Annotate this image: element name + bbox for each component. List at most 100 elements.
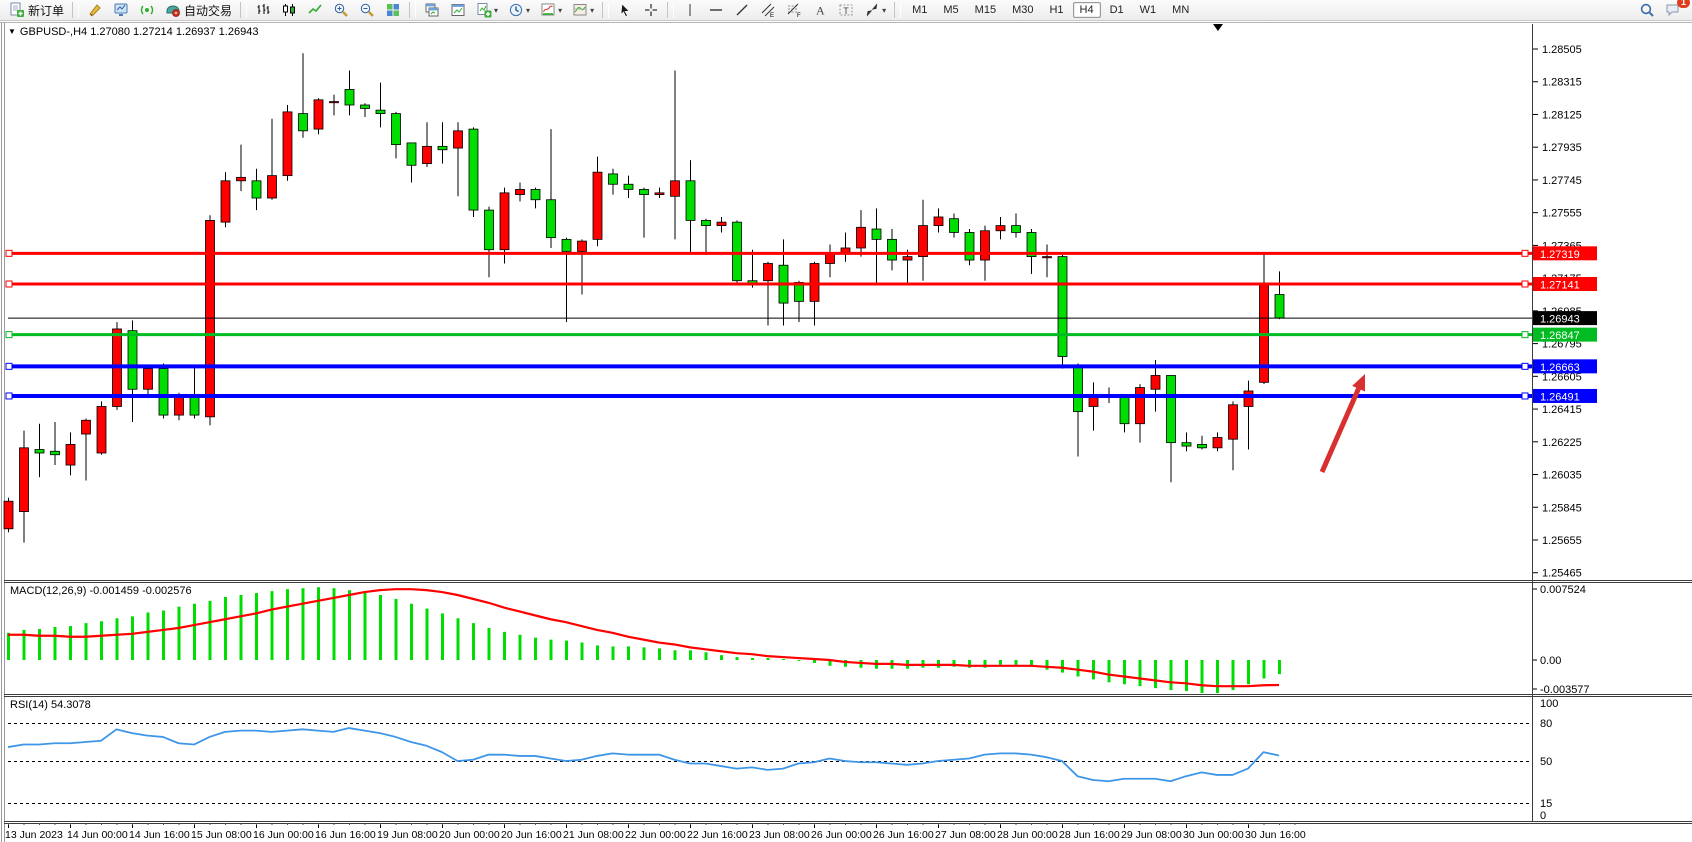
line-handle[interactable]: [5, 249, 13, 257]
text-a-icon: A: [812, 2, 828, 18]
search-button[interactable]: [1635, 0, 1659, 20]
symbol-dropdown-icon[interactable]: ▼: [8, 27, 16, 36]
svg-text:28 Jun 00:00: 28 Jun 00:00: [997, 829, 1058, 841]
arrows-button[interactable]: ▾: [860, 0, 890, 20]
tile-windows-button[interactable]: [381, 0, 405, 20]
template-button[interactable]: ▾: [568, 0, 598, 20]
svg-text:1.27319: 1.27319: [1540, 249, 1580, 261]
line-handle[interactable]: [1521, 249, 1529, 257]
new-order-button[interactable]: 新订单: [5, 0, 68, 20]
svg-text:A: A: [816, 4, 825, 18]
crosshair-icon: [643, 2, 659, 18]
time-axis: 13 Jun 2023 14 Jun 00:00 14 Jun 16:00 15 Ju…: [5, 823, 1306, 841]
toolbar-right-group: 1: [1634, 0, 1690, 20]
period-button-h4[interactable]: H4: [1072, 2, 1101, 18]
autotrading-button[interactable]: 自动交易: [161, 0, 236, 20]
cursor-button[interactable]: [613, 0, 637, 20]
new-order-button-label: 新订单: [28, 3, 65, 18]
rsi-axis: 100 80 50 150: [1540, 698, 1558, 822]
line-handle[interactable]: [1521, 331, 1529, 339]
indicators-icon: [540, 2, 556, 18]
svg-text:100: 100: [1540, 698, 1558, 710]
annotation-arrow[interactable]: [1319, 374, 1365, 474]
chevron-down-icon[interactable]: ▾: [590, 5, 595, 15]
vertical-line-button[interactable]: [678, 0, 702, 20]
macd-axis: 0.007524 0.00 -0.003577: [1533, 584, 1590, 696]
svg-text:0.007524: 0.007524: [1540, 584, 1586, 596]
text-label-button[interactable]: T: [834, 0, 858, 20]
crosshair-button[interactable]: [639, 0, 663, 20]
svg-text:1.28505: 1.28505: [1542, 44, 1582, 56]
svg-text:13 Jun 2023: 13 Jun 2023: [5, 829, 63, 841]
chevron-down-icon[interactable]: ▾: [526, 5, 531, 15]
arrange-windows-icon: [450, 2, 466, 18]
svg-text:1.26415: 1.26415: [1542, 404, 1582, 416]
period-button-d1[interactable]: D1: [1109, 4, 1124, 16]
period-button-m15[interactable]: M15: [974, 4, 997, 16]
main-toolbar: 新订单 自动交易 ▾ ▾ ▾ ▾ E F A T ▾ M1 M5 M15 M30 H1 H4 D1 W1 MN 1: [0, 0, 1692, 21]
period-button-m1[interactable]: M1: [912, 4, 928, 16]
toolbar-separator: [409, 2, 417, 18]
chevron-down-icon[interactable]: ▾: [558, 5, 563, 15]
svg-text:F: F: [797, 13, 801, 18]
trendline-button[interactable]: [730, 0, 754, 20]
period-button-m5[interactable]: M5: [943, 4, 959, 16]
svg-text:1.27555: 1.27555: [1542, 208, 1582, 220]
line-handle[interactable]: [1521, 280, 1529, 288]
horizontal-line-object[interactable]: 1.27141: [5, 276, 1597, 292]
new-chart-button[interactable]: ▾: [472, 0, 502, 20]
horizontal-line-object[interactable]: 1.26663: [5, 359, 1597, 374]
tile-windows-icon: [385, 2, 401, 18]
zoom-in-button[interactable]: [329, 0, 353, 20]
line-handle[interactable]: [5, 280, 13, 288]
svg-text:1.26225: 1.26225: [1542, 437, 1582, 449]
line-handle[interactable]: [1521, 362, 1529, 370]
horizontal-line-object[interactable]: 1.26491: [5, 388, 1597, 404]
chat-button[interactable]: 1: [1661, 0, 1690, 20]
signal-button[interactable]: [135, 0, 159, 20]
period-clock-button[interactable]: ▾: [504, 0, 534, 20]
channel-button[interactable]: E: [756, 0, 780, 20]
hline-icon: [708, 2, 724, 18]
trendline-icon: [734, 2, 750, 18]
arrows-icon: [864, 2, 880, 18]
line-handle[interactable]: [5, 331, 13, 339]
bar-chart-button[interactable]: [251, 0, 275, 20]
line-handle[interactable]: [5, 362, 13, 370]
chart-line-icon: [307, 2, 323, 18]
period-button-mn[interactable]: MN: [1172, 4, 1190, 16]
chevron-down-icon[interactable]: ▾: [494, 5, 499, 15]
channel-icon: E: [760, 2, 776, 19]
zoom-out-button[interactable]: [355, 0, 379, 20]
period-button-w1[interactable]: W1: [1139, 4, 1157, 16]
indicator-list-button[interactable]: ▾: [536, 0, 566, 20]
svg-text:-0.003577: -0.003577: [1540, 684, 1590, 696]
period-button-h1[interactable]: H1: [1049, 4, 1064, 16]
cascade-windows-button[interactable]: [420, 0, 444, 20]
candlestick-chart-button[interactable]: [277, 0, 301, 20]
horizontal-line-object[interactable]: 1.27319: [5, 246, 1597, 261]
period-button-m30[interactable]: M30: [1012, 4, 1034, 16]
horizontal-line-object[interactable]: 1.26847: [5, 327, 1597, 343]
market-watch-button[interactable]: [109, 0, 133, 20]
svg-text:T: T: [843, 6, 849, 16]
text-button[interactable]: A: [808, 0, 832, 20]
line-chart-button[interactable]: [303, 0, 327, 20]
svg-text:1.27141: 1.27141: [1540, 279, 1580, 291]
autotrading-button-label: 自动交易: [184, 3, 233, 18]
svg-text:30 Jun 16:00: 30 Jun 16:00: [1245, 829, 1306, 841]
svg-text:1.25465: 1.25465: [1542, 568, 1582, 580]
horizontal-line-button[interactable]: [704, 0, 728, 20]
chevron-down-icon[interactable]: ▾: [882, 5, 887, 15]
highlighter-button[interactable]: [83, 0, 107, 20]
rsi-pane: [7, 723, 1532, 804]
fibonacci-button[interactable]: F: [782, 0, 806, 20]
line-handle[interactable]: [1521, 392, 1529, 400]
arrange-windows-button[interactable]: [446, 0, 470, 20]
horizontal-line-object[interactable]: 1.26943: [8, 311, 1597, 326]
line-handle[interactable]: [5, 392, 13, 400]
cascade-windows-icon: [424, 2, 440, 18]
svg-text:1.27935: 1.27935: [1542, 142, 1582, 154]
new-chart-icon: [476, 2, 492, 18]
